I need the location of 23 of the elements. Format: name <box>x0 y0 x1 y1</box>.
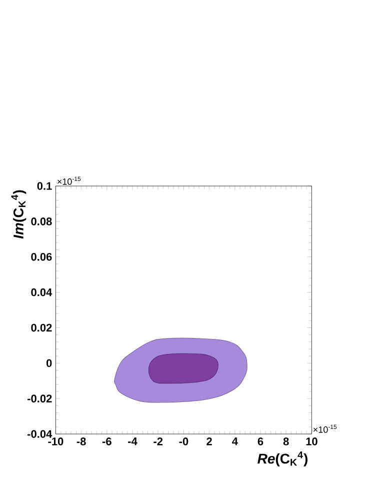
y-tick-label: 0.02 <box>31 324 52 332</box>
text: ×10$^{-15}$ <box>58 176 81 185</box>
y-tick-label: 0 <box>46 359 52 368</box>
x-tick-label: 4 <box>232 438 238 446</box>
x-tick-label: -4 <box>128 438 138 446</box>
x-tick-label: 10 <box>306 438 318 446</box>
y-tick-label: 0.04 <box>31 288 52 296</box>
x-axis-title: Re(C$_{K}$$^{4}$) <box>258 452 308 466</box>
x-tick-label: 2 <box>206 438 212 446</box>
x-tick-label: -10 <box>48 438 64 446</box>
y-tick-label: 0.06 <box>31 252 52 261</box>
x-tick-label: -2 <box>154 438 163 446</box>
y-axis-title: Im(C$_{K}$$^{4}$) <box>11 190 26 239</box>
y-tick-label: -0.02 <box>28 394 52 402</box>
text: ×10$^{-15}$ <box>314 424 337 433</box>
x-tick-label: -0 <box>179 438 188 446</box>
y-tick-label: 0.08 <box>31 218 52 226</box>
x-tick-label: 6 <box>258 438 264 446</box>
y-tick-label: 0.1 <box>37 182 52 190</box>
x-tick-label: 8 <box>283 438 289 446</box>
x-tick-label: -6 <box>102 438 112 446</box>
x-tick-label: -8 <box>76 438 86 446</box>
y-tick-label: -0.04 <box>28 430 52 438</box>
